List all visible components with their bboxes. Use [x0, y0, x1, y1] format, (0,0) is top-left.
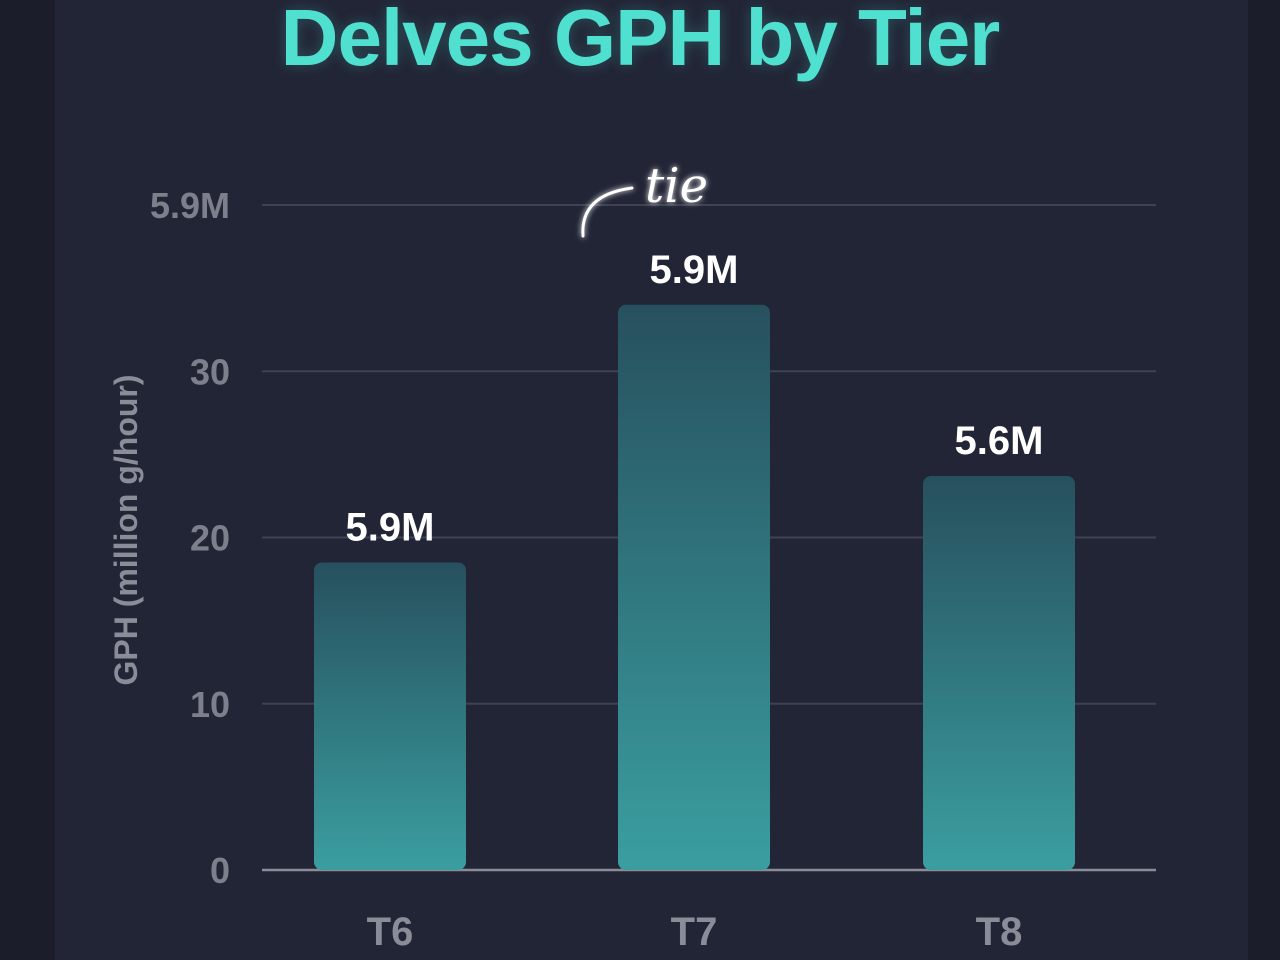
tie-annotation: tie — [581, 158, 708, 238]
annotation-arrow — [581, 186, 634, 238]
y-axis-label: GPH (million g/hour) — [108, 374, 144, 685]
data-label: 5.9M — [650, 248, 739, 292]
y-tick-label: 30 — [190, 351, 230, 392]
data-label: 5.9M — [346, 505, 435, 549]
bar-t6 — [314, 562, 466, 870]
x-tick-label: T7 — [671, 910, 718, 954]
y-tick-label: 0 — [210, 850, 230, 891]
bar-t7 — [618, 304, 770, 870]
data-label: 5.6M — [955, 419, 1044, 463]
y-tick-label: 20 — [190, 518, 230, 559]
bar-t8 — [923, 475, 1075, 870]
y-tick-label: 10 — [190, 684, 230, 725]
x-tick-label: T8 — [976, 910, 1023, 954]
chart-title: Delves GPH by Tier — [280, 0, 1001, 82]
x-tick-label: T6 — [367, 910, 414, 954]
y-tick-label: 5.9M — [150, 185, 230, 226]
annotation-text: tie — [645, 158, 708, 214]
